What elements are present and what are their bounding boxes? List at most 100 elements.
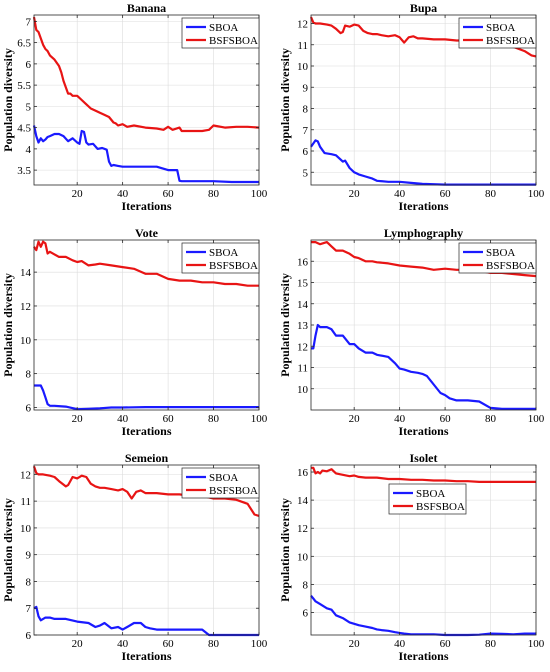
y-tick-label: 11: [297, 40, 308, 52]
y-tick-label: 5: [26, 101, 32, 113]
y-axis-label: Population diversity: [1, 498, 15, 602]
y-tick-label: 8: [303, 579, 309, 591]
x-tick-label: 60: [163, 638, 175, 650]
x-axis-label: Iterations: [399, 199, 449, 213]
legend-label-sboa: SBOA: [209, 472, 238, 484]
x-tick-label: 100: [251, 638, 268, 650]
y-tick-label: 7: [303, 125, 309, 137]
y-tick-label: 14: [297, 299, 309, 311]
legend-box: [458, 17, 537, 49]
chart-panel-1: 20 40 60 80 100 3.5 4 4.5 5 5.5 6 6.5 7 Banana Iterati…: [1, 1, 268, 213]
series-line-bsfsboa: [33, 240, 259, 287]
legend-box: [181, 467, 260, 499]
y-tick-label: 6: [303, 608, 309, 620]
legend-box: [181, 242, 260, 274]
y-tick-label: 3.5: [17, 165, 31, 177]
y-tick-label: 11: [297, 363, 308, 375]
y-tick-label: 12: [297, 523, 308, 535]
y-tick-label: 6: [26, 402, 32, 414]
legend-label-bsfsboa: BSFSBOA: [486, 35, 535, 47]
y-tick-label: 9: [303, 82, 309, 94]
y-tick-label: 6: [303, 146, 309, 158]
legend-label-sboa: SBOA: [486, 247, 515, 259]
x-tick-label: 20: [349, 413, 361, 425]
x-axis-label: Iterations: [399, 649, 449, 663]
series-line-bsfsboa: [311, 466, 536, 483]
x-tick-label: 20: [72, 413, 84, 425]
y-tick-label: 10: [297, 551, 309, 563]
y-tick-label: 14: [297, 495, 309, 507]
chart-title: Banana: [127, 1, 166, 15]
y-tick-label: 11: [20, 496, 31, 508]
x-tick-label: 60: [163, 413, 175, 425]
y-axis-label: Population diversity: [1, 273, 15, 377]
x-tick-label: 100: [528, 413, 545, 425]
y-tick-label: 9: [26, 550, 32, 562]
x-axis-label: Iterations: [122, 649, 172, 663]
y-tick-label: 16: [297, 256, 309, 268]
x-tick-label: 40: [117, 638, 129, 650]
legend-label-sboa: SBOA: [209, 22, 238, 34]
y-tick-label: 12: [297, 19, 308, 31]
x-tick-label: 40: [394, 188, 406, 200]
x-axis-label: Iterations: [399, 424, 449, 438]
axes-frame: [33, 464, 260, 636]
y-tick-label: 16: [297, 467, 309, 479]
chart-panel-5: 20 40 60 80 100 6 7 8 9 10 11 12 Semeion Iterations Po…: [1, 451, 268, 663]
series-line-bsfsboa: [32, 16, 260, 133]
chart-title: Bupa: [410, 1, 437, 15]
x-tick-label: 60: [440, 413, 452, 425]
axes-frame: [33, 14, 260, 186]
y-axis-label: Population diversity: [278, 498, 292, 602]
y-tick-label: 12: [297, 341, 308, 353]
series-line-sboa: [32, 125, 259, 184]
legend-box: [181, 17, 260, 49]
chart-panel-2: 20 40 60 80 100 5 6 7 8 9 10 11 12 Bupa Iterations Popu…: [278, 1, 545, 213]
x-tick-label: 100: [528, 638, 545, 650]
x-tick-label: 80: [208, 638, 220, 650]
x-tick-label: 20: [349, 638, 361, 650]
legend-box: [458, 242, 537, 274]
y-tick-label: 5: [303, 167, 309, 179]
y-tick-label: 10: [20, 523, 32, 535]
y-tick-label: 6: [26, 59, 32, 71]
x-axis-label: Iterations: [122, 199, 172, 213]
x-tick-label: 20: [72, 638, 84, 650]
y-tick-label: 6: [26, 630, 32, 642]
y-tick-label: 7: [26, 16, 32, 28]
axes-frame: [310, 14, 537, 186]
y-tick-label: 4.5: [17, 123, 31, 135]
chart-panel-3: 20 40 60 80 100 6 8 10 12 14 Vote Iterations Populat…: [1, 226, 268, 438]
axes-frame: [310, 464, 537, 636]
x-tick-label: 80: [485, 638, 497, 650]
chart-panel-4: 20 40 60 80 100 10 11 12 13 14 15 16 Lymphography Ite…: [278, 226, 545, 438]
y-tick-label: 6.5: [17, 38, 31, 50]
x-axis-label: Iterations: [122, 424, 172, 438]
y-tick-label: 10: [297, 384, 309, 396]
legend-label-bsfsboa: BSFSBOA: [209, 485, 258, 497]
x-tick-label: 80: [208, 188, 220, 200]
series-line-sboa: [34, 384, 259, 411]
y-tick-label: 7: [26, 603, 32, 615]
y-tick-label: 5.5: [17, 80, 31, 92]
y-tick-label: 14: [20, 267, 32, 279]
x-tick-label: 100: [251, 188, 268, 200]
legend-label-bsfsboa: BSFSBOA: [209, 260, 258, 272]
y-tick-label: 10: [20, 335, 32, 347]
legend-box: [388, 483, 467, 515]
legend-label-bsfsboa: BSFSBOA: [416, 501, 465, 513]
y-axis-label: Population diversity: [1, 48, 15, 152]
y-tick-label: 8: [26, 576, 32, 588]
x-tick-label: 40: [117, 188, 129, 200]
y-axis-label: Population diversity: [278, 48, 292, 152]
series-line-sboa: [33, 605, 259, 637]
y-tick-label: 8: [303, 104, 309, 116]
chart-panel-6: 20 40 60 80 100 6 8 10 12 14 16 Isolet Iterations Pop…: [278, 451, 545, 663]
x-tick-label: 60: [163, 188, 175, 200]
y-tick-label: 4: [26, 144, 32, 156]
series-line-sboa: [311, 323, 536, 410]
